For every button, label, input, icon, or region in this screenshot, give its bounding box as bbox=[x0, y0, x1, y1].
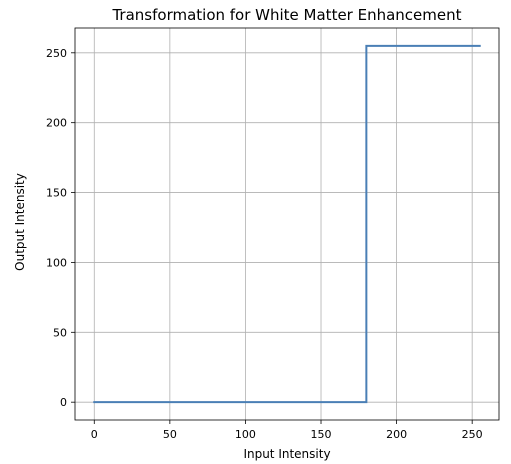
x-tick-label: 50 bbox=[163, 428, 177, 441]
y-tick-label: 250 bbox=[46, 47, 67, 60]
y-tick-label: 100 bbox=[46, 256, 67, 269]
y-tick-label: 150 bbox=[46, 187, 67, 200]
x-tick-label: 150 bbox=[311, 428, 332, 441]
x-tick-label: 250 bbox=[462, 428, 483, 441]
series-layer bbox=[93, 44, 481, 404]
grid-layer bbox=[75, 28, 499, 420]
x-tick-label: 200 bbox=[386, 428, 407, 441]
x-tick-label: 100 bbox=[235, 428, 256, 441]
x-tick-label: 0 bbox=[91, 428, 98, 441]
chart-title: Transformation for White Matter Enhancem… bbox=[111, 6, 461, 24]
y-tick-label: 200 bbox=[46, 117, 67, 130]
y-axis-label: Output Intensity bbox=[13, 173, 27, 271]
plot-frame bbox=[74, 27, 500, 421]
ticks-layer: 0 50 100 150 200 250 0 50 100 150 200 250 bbox=[46, 47, 483, 441]
y-tick-label: 50 bbox=[53, 326, 67, 339]
y-tick-label: 0 bbox=[60, 396, 67, 409]
x-axis-label: Input Intensity bbox=[243, 447, 330, 461]
series-line bbox=[93, 44, 481, 404]
